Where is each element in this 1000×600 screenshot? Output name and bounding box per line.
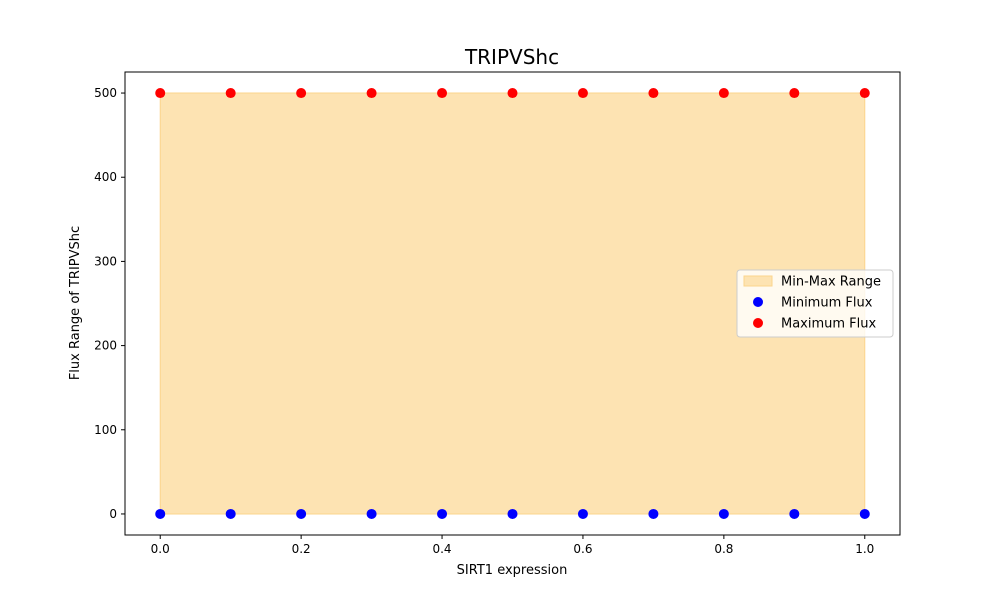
legend-marker-maximum-flux xyxy=(753,318,763,328)
y-tick-label: 500 xyxy=(94,86,117,100)
minimum-flux-point xyxy=(507,508,518,519)
maximum-flux-point xyxy=(225,88,236,99)
y-tick-label: 300 xyxy=(94,254,117,268)
legend: Min-Max Range Minimum Flux Maximum Flux xyxy=(736,269,894,338)
maximum-flux-point xyxy=(859,88,870,99)
y-tick-label: 400 xyxy=(94,170,117,184)
legend-swatch-range xyxy=(743,275,773,287)
axes-frame xyxy=(124,71,901,536)
y-axis-title: Flux Range of TRIPVShc xyxy=(68,226,83,380)
minimum-flux-point xyxy=(366,508,377,519)
minimum-flux-point xyxy=(718,508,729,519)
maximum-flux-point xyxy=(577,88,588,99)
x-tick-label: 1.0 xyxy=(855,542,874,556)
maximum-flux-point xyxy=(648,88,659,99)
maximum-flux-point xyxy=(718,88,729,99)
x-tick-label: 0.8 xyxy=(714,542,733,556)
minimum-flux-point xyxy=(155,508,166,519)
axes: 0.0 0.2 0.4 0.6 0.8 1.0 0 100 200 300 400 500 xyxy=(94,71,901,556)
minimum-flux-point xyxy=(789,508,800,519)
maximum-flux-point xyxy=(296,88,307,99)
minimum-flux-point xyxy=(296,508,307,519)
minimum-flux-point xyxy=(648,508,659,519)
maximum-flux-point xyxy=(437,88,448,99)
minimum-flux-point xyxy=(225,508,236,519)
legend-marker-minimum-flux xyxy=(753,297,763,307)
x-tick-label: 0.0 xyxy=(151,542,170,556)
maximum-flux-point xyxy=(366,88,377,99)
legend-label: Maximum Flux xyxy=(781,317,877,332)
maximum-flux-point xyxy=(507,88,518,99)
legend-label: Minimum Flux xyxy=(781,296,873,311)
chart-title: TRIPVShc xyxy=(464,45,559,69)
y-tick-label: 0 xyxy=(109,507,117,521)
legend-box xyxy=(736,269,894,338)
minimum-flux-point xyxy=(577,508,588,519)
y-tick-label: 100 xyxy=(94,423,117,437)
x-tick-label: 0.6 xyxy=(573,542,592,556)
x-axis-title: SIRT1 expression xyxy=(457,563,568,578)
y-tick-label: 200 xyxy=(94,339,117,353)
minimum-flux-point xyxy=(859,508,870,519)
x-tick-label: 0.2 xyxy=(292,542,311,556)
plot-area xyxy=(155,88,870,519)
x-tick-label: 0.4 xyxy=(432,542,451,556)
maximum-flux-point xyxy=(155,88,166,99)
legend-label: Min-Max Range xyxy=(781,275,881,290)
minimum-flux-point xyxy=(437,508,448,519)
maximum-flux-point xyxy=(789,88,800,99)
